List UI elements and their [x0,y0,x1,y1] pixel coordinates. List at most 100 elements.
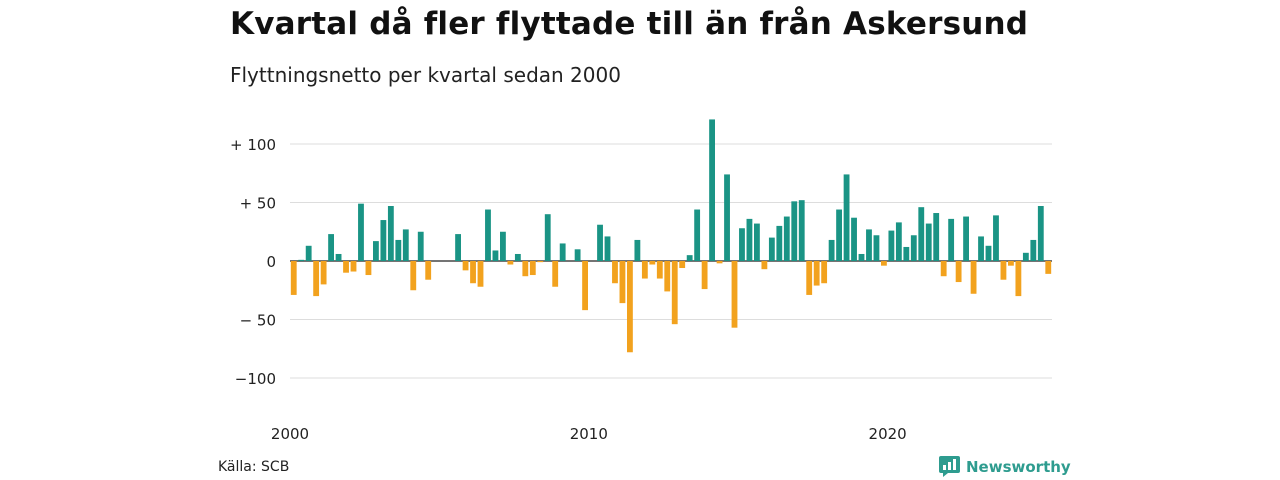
bar [485,209,491,261]
bar [798,200,805,261]
bar [903,246,910,261]
bar [858,253,865,261]
bar [522,261,529,277]
gridlines [290,143,1052,379]
bar [656,261,663,279]
bar [940,261,947,277]
bar [791,201,798,261]
bar [627,261,633,353]
bar [985,245,992,261]
bar [701,261,708,290]
bar [313,261,320,297]
bar [873,235,880,261]
bar [866,229,872,261]
bar [671,261,678,325]
bar [836,209,842,261]
bar [305,245,312,261]
bar [948,218,955,261]
bar [1037,206,1044,261]
bar [694,209,701,261]
bar [597,224,603,261]
bar [634,239,641,261]
bar [761,261,768,270]
bar [410,261,417,291]
bar [1008,261,1014,266]
bar [1045,261,1052,274]
bar [298,259,305,261]
bar [993,215,999,261]
bar [1015,261,1022,297]
brand-logo: Newsworthy [939,456,1071,477]
bar [500,231,506,261]
bar [335,253,342,261]
bar [455,234,461,261]
bar [828,239,835,261]
x-axis-ticks: 2000 2010 2020 [271,425,907,443]
bar [604,236,611,261]
bar [612,261,618,284]
brand-name: Newsworthy [966,457,1071,476]
bar [664,261,671,292]
bar [910,235,917,261]
y-tick-label: −100 [235,370,276,388]
bar [507,261,514,265]
bar [843,174,850,261]
bar [739,228,745,261]
bar [925,223,932,261]
bar [716,261,723,264]
bar [492,250,499,261]
bar [649,261,656,265]
bar [731,261,738,328]
bar [978,236,984,261]
bar [559,243,566,261]
y-tick-label: + 100 [230,136,276,154]
bar [477,261,484,287]
bar [552,261,559,287]
bar [783,216,790,261]
bar [380,220,387,261]
bar [544,214,551,261]
bar [851,217,857,261]
bar [1030,239,1037,261]
bar [895,222,902,261]
chart-subtitle: Flyttningsnetto per kvartal sedan 2000 [230,63,621,87]
bar [328,234,334,261]
bar [373,241,379,261]
bar [358,203,364,261]
bar [776,225,783,261]
bar [462,261,469,271]
bar [679,261,686,269]
bar [537,261,544,263]
bar [806,261,813,295]
bar [881,261,887,266]
bar [746,218,753,261]
bar [709,119,715,262]
bar [514,253,521,261]
bar [933,213,940,261]
bar [395,239,402,261]
bar [686,255,693,261]
bar [970,261,977,294]
y-tick-label: − 50 [240,312,276,330]
bars [290,119,1052,353]
y-axis-ticks: + 100 + 50 0 − 50 −100 [230,136,276,388]
bar [641,261,648,279]
bar [724,174,730,261]
bar [888,230,895,261]
bar [320,261,327,285]
bar [1022,252,1029,261]
bar [963,216,969,261]
bar [350,261,357,272]
y-tick-label: + 50 [240,195,276,213]
bar [417,231,424,261]
bar [754,223,760,261]
bar [1000,261,1007,280]
bar [290,261,297,295]
x-tick-label: 2020 [869,425,907,443]
source-label: Källa: SCB [218,459,290,475]
bar [387,206,394,261]
chart-title: Kvartal då fler flyttade till än från As… [230,6,1029,42]
bar [955,261,962,283]
x-tick-label: 2000 [271,425,309,443]
